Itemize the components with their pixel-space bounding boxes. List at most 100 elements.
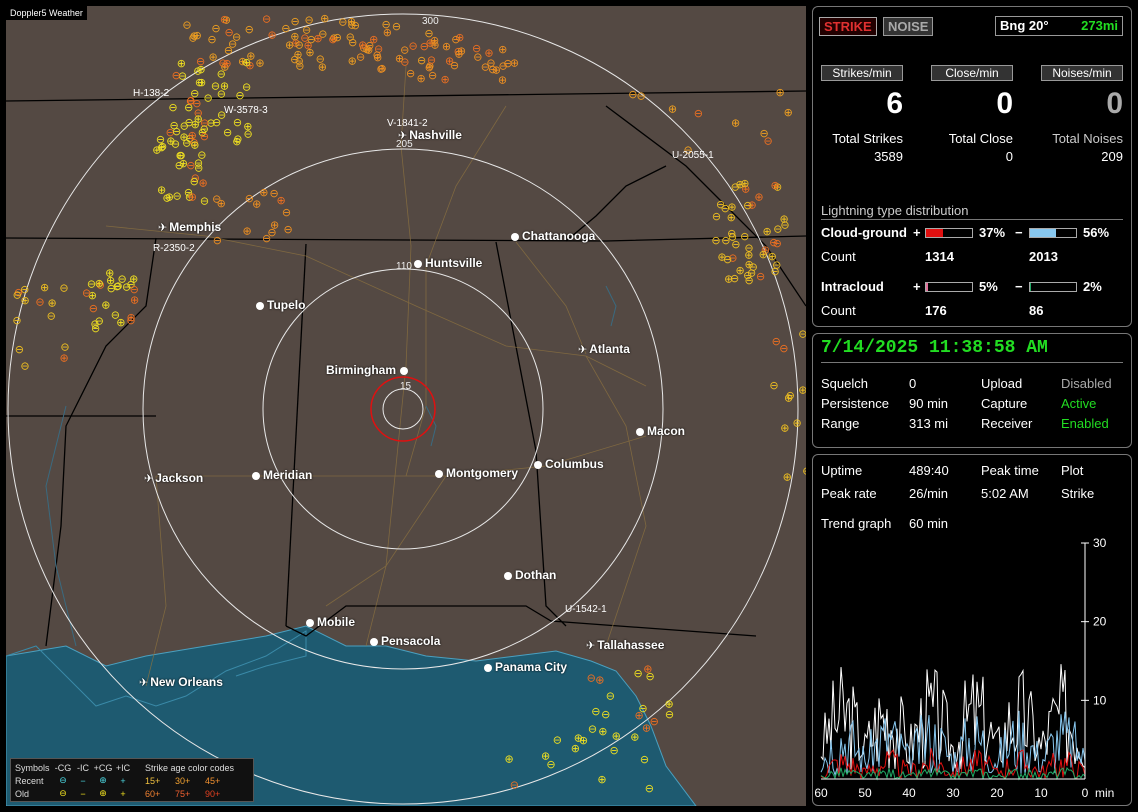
strike-symbol-icon: ⊖ xyxy=(374,42,383,55)
datetime-display: 7/14/2025 11:38:58 AM xyxy=(821,338,1048,358)
range-value[interactable]: 313 mi xyxy=(909,416,949,431)
strike-symbol-icon: ⊕ xyxy=(304,39,313,52)
strike-symbol-icon: ⊕ xyxy=(222,14,231,27)
strike-symbol-icon: ⊖ xyxy=(190,175,199,188)
strike-symbol-icon: ⊖ xyxy=(408,39,417,52)
city-memphis: ✈ Memphis xyxy=(158,220,221,234)
plus-circle-icon: ⊕ xyxy=(99,788,107,798)
strike-symbol-icon: ⊖ xyxy=(20,283,29,296)
strike-symbol-icon: ⊕ xyxy=(21,294,30,307)
strike-symbol-icon: ⊖ xyxy=(188,32,197,45)
strike-symbol-icon: ⊕ xyxy=(189,29,198,42)
strike-symbol-icon: ⊖ xyxy=(190,87,199,100)
strike-button[interactable]: STRIKE xyxy=(819,17,877,36)
strike-symbol-icon: ⊖ xyxy=(486,57,495,70)
strike-symbol-icon: ⊖ xyxy=(96,278,105,291)
city-label: Tallahassee xyxy=(597,638,665,652)
minus-sign: − xyxy=(1015,279,1023,294)
bar-fill xyxy=(1030,229,1056,237)
strike-symbol-icon: ⊖ xyxy=(194,106,203,119)
strike-symbol-icon: ⊕ xyxy=(612,729,621,742)
minus-circle-icon: ⊖ xyxy=(59,788,67,798)
trend-graph-value[interactable]: 60 min xyxy=(909,516,949,531)
strikes-per-min-header[interactable]: Strikes/min xyxy=(821,65,903,81)
x-tick-label: 30 xyxy=(946,786,960,800)
strike-symbol-icon: ⊖ xyxy=(712,210,721,223)
city-dot-icon xyxy=(435,470,443,478)
strike-symbol-icon: ⊖ xyxy=(112,280,121,293)
strike-symbol-icon: ⊕ xyxy=(199,176,208,189)
radar-map[interactable]: ⊕ ⊕ ⊖ ⊕ ⊖ ⊕ ⊖ ⊕ ⊕ ⊖ ⊕ ⊕ ⊖ ⊖ ⊖ ⊖ ⊖ ⊖ ⊕ ⊖ ⊕ ⊖ ⊕ ⊕ ⊖ ⊕ ⊖ ⊕ ⊖ ⊖ ⊖ ⊕ ⊖ ⊖ ⊖ ⊕ ⊕ ⊖ ⊖ ⊕… xyxy=(6,6,806,806)
capture-status[interactable]: Active xyxy=(1061,396,1097,411)
squelch-value[interactable]: 0 xyxy=(909,376,917,391)
strike-symbol-icon: ⊕ xyxy=(740,177,749,190)
strike-symbol-icon: ⊕ xyxy=(664,697,673,710)
strike-symbol-icon: ⊖ xyxy=(373,49,382,62)
strike-symbol-icon: ⊖ xyxy=(382,18,391,31)
cg-negative-bar xyxy=(1029,228,1077,238)
y-tick-label: 10 xyxy=(1093,693,1107,707)
strike-symbol-icon: ⊕ xyxy=(717,250,726,263)
strike-symbol-icon: ⊖ xyxy=(233,116,242,129)
plot-value[interactable]: Strike xyxy=(1061,486,1095,501)
strike-symbol-icon: ⊖ xyxy=(182,136,191,149)
strike-symbol-icon: ⊖ xyxy=(472,42,481,55)
strike-symbol-icon: ⊖ xyxy=(217,108,226,121)
strike-symbol-icon: ⊖ xyxy=(194,156,203,169)
strike-symbol-icon: ⊕ xyxy=(369,33,378,46)
noise-button[interactable]: NOISE xyxy=(883,17,934,36)
strike-symbol-icon: ⊕ xyxy=(246,49,255,62)
peak-rate-label: Peak rate xyxy=(821,486,877,501)
strike-symbol-icon: ⊕ xyxy=(259,186,268,199)
strike-symbol-icon: ⊕ xyxy=(126,311,135,324)
strike-symbol-icon: ⊕ xyxy=(179,131,188,144)
strike-symbol-icon: ⊖ xyxy=(764,134,773,147)
strike-symbol-icon: ⊕ xyxy=(166,134,175,147)
strike-symbol-icon: ⊖ xyxy=(769,379,778,392)
strike-symbol-icon: ⊖ xyxy=(359,41,368,54)
strike-symbol-icon: ⊖ xyxy=(192,97,201,110)
persistence-value[interactable]: 90 min xyxy=(909,396,949,411)
state-borders xyxy=(6,90,806,647)
strike-symbol-icon: ⊖ xyxy=(711,234,720,247)
upload-status[interactable]: Disabled xyxy=(1061,376,1112,391)
strike-symbol-icon: ⊕ xyxy=(95,277,104,290)
receiver-status[interactable]: Enabled xyxy=(1061,416,1109,431)
airplane-icon: ✈ xyxy=(586,640,596,652)
close-per-min-header[interactable]: Close/min xyxy=(931,65,1013,81)
ring-label-15: 15 xyxy=(400,381,412,392)
count-label: Count xyxy=(821,303,856,318)
strike-symbol-icon: ⊕ xyxy=(642,721,651,734)
range-label: Range xyxy=(821,416,860,431)
strike-symbol-icon: ⊖ xyxy=(780,219,789,232)
strike-symbol-icon: ⊖ xyxy=(587,672,596,685)
strike-symbol-icon: ⊕ xyxy=(255,56,264,69)
strike-symbol-icon: ⊖ xyxy=(290,15,299,28)
strike-symbol-icon: ⊖ xyxy=(267,226,276,239)
strike-symbol-icon: ⊖ xyxy=(606,689,615,702)
legend-age: 60+ xyxy=(145,788,161,799)
strike-symbol-icon: ⊖ xyxy=(351,19,360,32)
strike-symbol-icon: ⊖ xyxy=(12,314,21,327)
city-dot-icon xyxy=(511,233,519,241)
strike-symbol-icon: ⊕ xyxy=(88,289,97,302)
strike-symbol-icon: ⊖ xyxy=(245,192,254,205)
plus-sign: + xyxy=(913,225,921,240)
strike-symbol-icon: ⊖ xyxy=(207,33,216,46)
y-tick-label: 30 xyxy=(1093,536,1107,550)
strike-symbol-icon: ⊕ xyxy=(222,57,231,70)
x-tick-label: 50 xyxy=(858,786,872,800)
strike-symbol-icon: ⊖ xyxy=(195,76,204,89)
strike-symbol-icon: ⊖ xyxy=(546,758,555,771)
x-tick-label: 20 xyxy=(990,786,1004,800)
noises-per-min-header[interactable]: Noises/min xyxy=(1041,65,1123,81)
strike-symbol-icon: ⊖ xyxy=(217,68,226,81)
bar-fill xyxy=(1030,283,1031,291)
airplane-icon: ✈ xyxy=(578,344,588,356)
strike-symbol-icon: ⊖ xyxy=(223,126,232,139)
strike-symbol-icon: ⊕ xyxy=(510,56,519,69)
city-meridian: Meridian xyxy=(252,468,312,482)
strike-symbol-icon: ⊖ xyxy=(90,317,99,330)
city-montgomery: Montgomery xyxy=(435,466,518,480)
strike-symbol-icon: ⊖ xyxy=(295,59,304,72)
